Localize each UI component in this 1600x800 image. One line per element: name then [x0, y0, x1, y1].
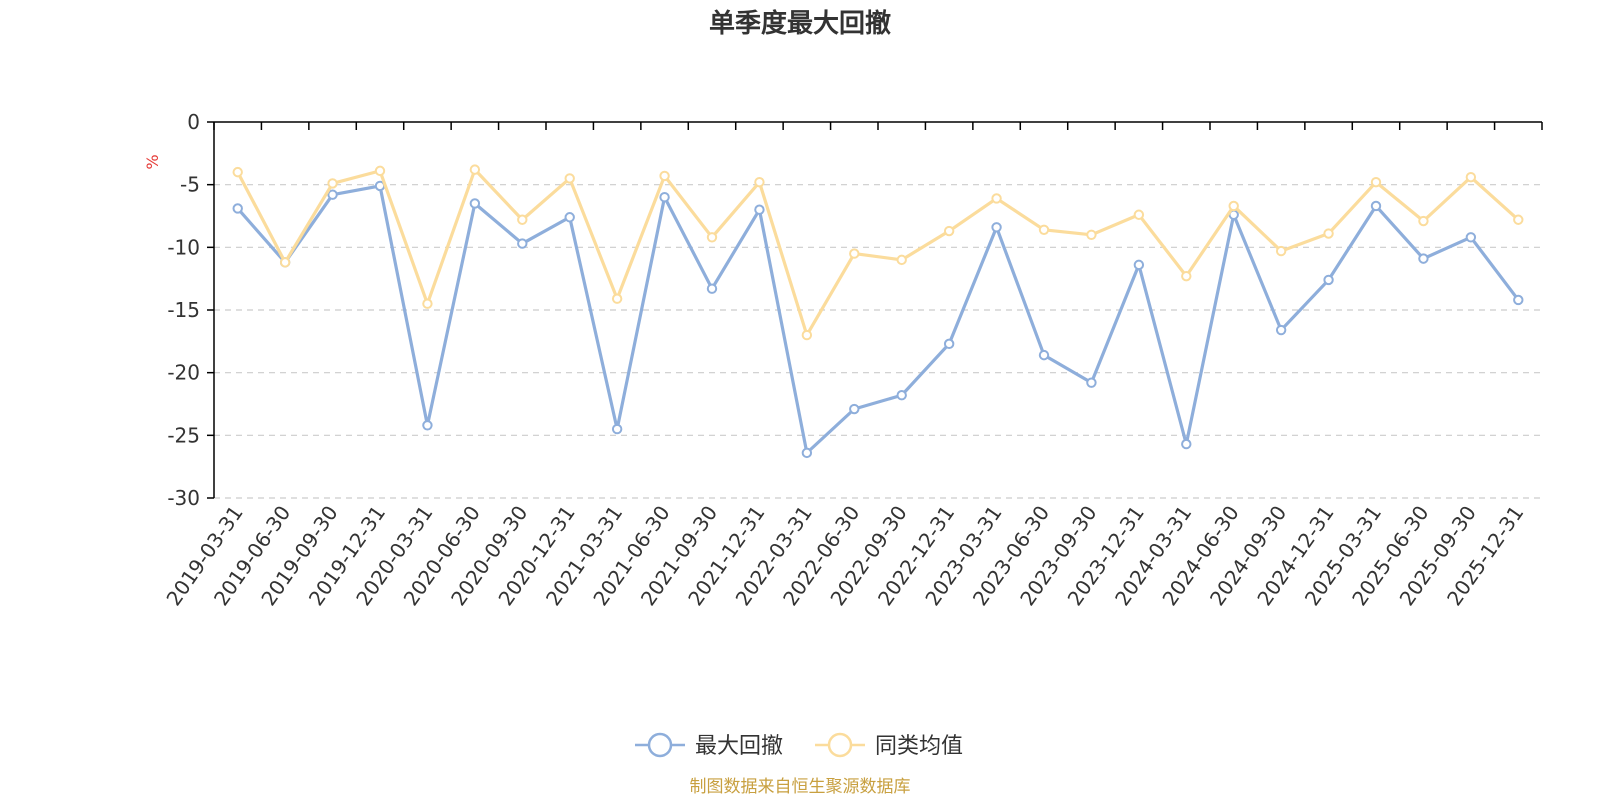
axes [207, 121, 1543, 499]
data-point[interactable] [801, 447, 813, 459]
series-line [236, 184, 1520, 455]
y-tick-labels: 0 -5 -10 -15 -20 -25 -30 [167, 110, 200, 510]
data-point[interactable] [469, 164, 481, 175]
data-point[interactable] [374, 165, 386, 177]
data-point[interactable] [1418, 215, 1429, 227]
data-point[interactable] [232, 166, 243, 178]
series-group [232, 164, 1524, 341]
y-tick-label: -30 [167, 486, 200, 510]
y-tick-label: -5 [180, 173, 200, 197]
grid-lines [214, 184, 1542, 499]
data-point[interactable] [849, 248, 860, 259]
data-point[interactable] [422, 298, 433, 309]
legend-marker [827, 732, 853, 758]
y-tick-label: -20 [167, 361, 200, 385]
legend-marker [647, 732, 673, 758]
data-point[interactable] [1370, 200, 1382, 212]
data-point[interactable] [1465, 232, 1477, 243]
data-point[interactable] [943, 225, 955, 237]
data-point[interactable] [706, 232, 718, 243]
data-point[interactable] [327, 189, 338, 200]
legend: 最大回撤 同类均值 [635, 732, 963, 759]
data-point[interactable] [232, 203, 243, 214]
data-point[interactable] [1086, 377, 1097, 388]
data-point[interactable] [1133, 259, 1145, 271]
data-point[interactable] [1513, 294, 1524, 306]
data-point[interactable] [1323, 228, 1334, 239]
y-tick-label: -25 [167, 423, 200, 447]
data-point[interactable] [517, 238, 528, 249]
data-point[interactable] [517, 214, 528, 225]
data-point[interactable] [611, 423, 623, 435]
data-point[interactable] [279, 257, 291, 268]
data-point[interactable] [422, 420, 433, 431]
y-tick-label: -15 [167, 298, 200, 322]
data-point[interactable] [896, 254, 907, 266]
data-point[interactable] [327, 178, 338, 189]
data-point[interactable] [1513, 214, 1524, 225]
data-point[interactable] [991, 193, 1002, 204]
data-point[interactable] [1181, 438, 1192, 450]
data-point[interactable] [564, 212, 575, 223]
data-point[interactable] [706, 283, 718, 294]
data-point[interactable] [754, 176, 765, 188]
legend-item[interactable]: 最大回撤 [635, 732, 783, 759]
data-source-note: 制图数据来自恒生聚源数据库 [690, 777, 911, 797]
legend-label: 最大回撤 [695, 734, 783, 759]
series-lines [232, 164, 1524, 459]
y-tick-label: -10 [167, 235, 200, 259]
data-point[interactable] [659, 170, 670, 182]
data-point[interactable] [659, 192, 670, 203]
data-point[interactable] [849, 403, 860, 415]
data-point[interactable] [1133, 209, 1145, 220]
legend-item[interactable]: 同类均值 [815, 732, 963, 759]
series-group [232, 180, 1524, 459]
chart-title: 单季度最大回撤 [709, 8, 891, 39]
data-point[interactable] [991, 222, 1002, 233]
data-point[interactable] [1086, 229, 1097, 241]
legend-label: 同类均值 [875, 734, 963, 759]
data-point[interactable] [1228, 200, 1239, 212]
data-point[interactable] [1181, 270, 1192, 282]
data-point[interactable] [1038, 224, 1050, 235]
data-point[interactable] [754, 204, 765, 215]
data-point[interactable] [1275, 324, 1287, 336]
data-point[interactable] [943, 338, 955, 350]
data-point[interactable] [1038, 349, 1050, 361]
data-point[interactable] [469, 198, 481, 209]
data-point[interactable] [564, 173, 575, 184]
data-point[interactable] [896, 390, 907, 401]
data-point[interactable] [801, 329, 813, 341]
data-point[interactable] [1370, 176, 1382, 188]
y-tick-label: 0 [187, 110, 200, 134]
series-line [236, 168, 1520, 337]
x-tick-labels: 2019-03-312019-06-302019-09-302019-12-31… [161, 501, 1528, 610]
data-point[interactable] [611, 293, 623, 304]
data-point[interactable] [1465, 171, 1477, 183]
data-point[interactable] [1323, 274, 1334, 286]
y-axis-unit: % [143, 154, 162, 169]
data-point[interactable] [1275, 245, 1287, 257]
data-point[interactable] [1418, 253, 1429, 264]
